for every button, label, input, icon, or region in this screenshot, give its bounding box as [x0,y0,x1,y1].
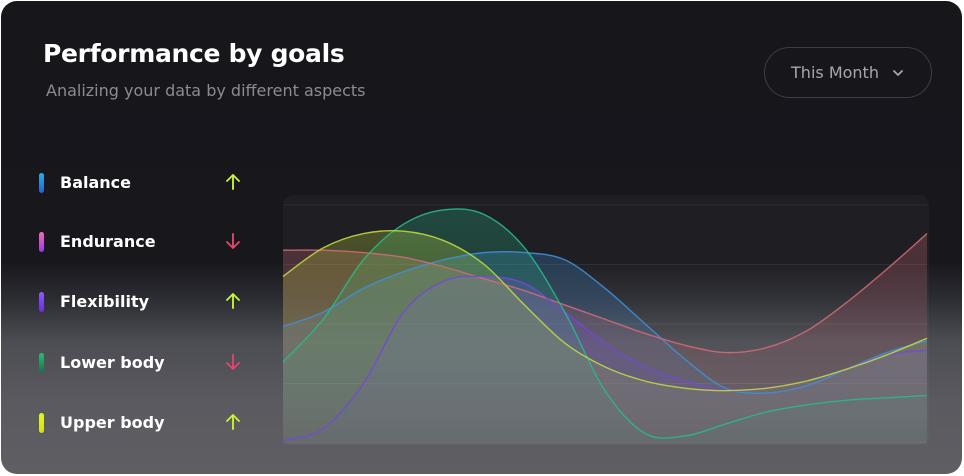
card-subtitle: Analizing your data by different aspects [46,81,366,100]
series-area-upper-body [283,230,927,443]
legend-label: Upper body [60,413,165,432]
legend-swatch [39,292,44,312]
legend-label: Endurance [60,232,156,251]
legend-item-flexibility[interactable]: Flexibility [39,288,249,316]
legend-swatch [39,353,44,373]
card-title: Performance by goals [43,39,345,68]
chart-lines [282,208,928,442]
period-label: This Month [791,63,879,82]
series-line-balance [282,251,928,394]
arrow-up-icon [223,412,243,432]
period-dropdown[interactable]: This Month [764,47,932,98]
legend-label: Lower body [60,353,165,372]
legend-label: Balance [60,173,131,192]
chevron-down-icon [891,66,905,80]
legend-swatch [39,413,44,433]
arrow-down-icon [223,352,243,372]
legend-swatch [39,232,44,252]
legend-label: Flexibility [60,292,150,311]
legend-item-lower-body[interactable]: Lower body [39,349,249,377]
series-line-lower-body [282,208,928,439]
series-line-endurance [282,233,928,354]
legend-item-upper-body[interactable]: Upper body [39,409,249,437]
legend-item-balance[interactable]: Balance [39,169,249,197]
arrow-down-icon [223,231,243,251]
arrow-up-icon [223,172,243,192]
arrow-up-icon [223,291,243,311]
legend-swatch [39,173,44,193]
series-line-upper-body [282,229,928,392]
legend-item-endurance[interactable]: Endurance [39,228,249,256]
